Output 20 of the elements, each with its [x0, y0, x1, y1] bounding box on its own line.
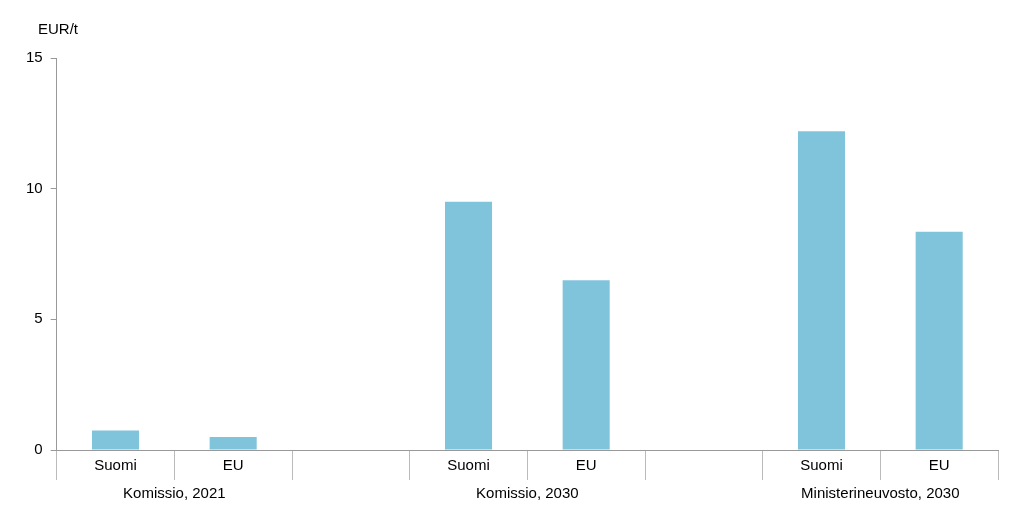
x-tick-label: Suomi	[447, 456, 490, 474]
bar	[209, 436, 257, 450]
bar	[444, 201, 493, 450]
y-tick-label: 10	[26, 178, 43, 196]
text: Komissio, 2030	[476, 484, 579, 502]
y-tick-label: 0	[34, 440, 43, 458]
bar	[562, 280, 610, 450]
bar	[797, 131, 846, 450]
x-tick-label: EU	[222, 456, 244, 474]
bar	[915, 231, 963, 450]
x-tick-label: EU	[928, 456, 950, 474]
x-tick-label: Suomi	[94, 456, 137, 474]
text: Ministerineuvosto, 2030	[801, 484, 960, 502]
bar	[91, 430, 140, 450]
y-tick-label: 5	[34, 309, 43, 327]
x-tick-label: EU	[575, 456, 597, 474]
text: Komissio, 2021	[123, 484, 226, 502]
x-tick-label: Suomi	[800, 456, 843, 474]
y-axis-title: EUR/t	[38, 20, 79, 38]
y-tick-label: 15	[26, 48, 43, 66]
